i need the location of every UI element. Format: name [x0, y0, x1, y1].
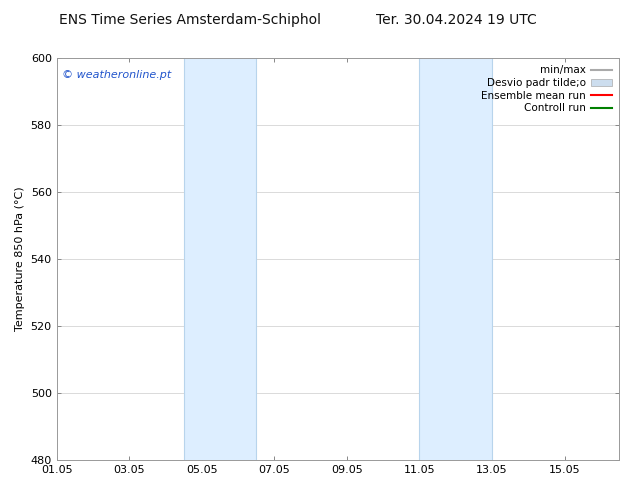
Text: Ter. 30.04.2024 19 UTC: Ter. 30.04.2024 19 UTC	[376, 13, 537, 26]
Bar	[420, 58, 492, 460]
Y-axis label: Temperature 850 hPa (°C): Temperature 850 hPa (°C)	[15, 187, 25, 331]
Text: © weatheronline.pt: © weatheronline.pt	[62, 70, 172, 80]
Legend: min/max, Desvio padr tilde;o, Ensemble mean run, Controll run: min/max, Desvio padr tilde;o, Ensemble m…	[479, 63, 614, 115]
Bar	[184, 58, 256, 460]
Text: ENS Time Series Amsterdam-Schiphol: ENS Time Series Amsterdam-Schiphol	[59, 13, 321, 26]
